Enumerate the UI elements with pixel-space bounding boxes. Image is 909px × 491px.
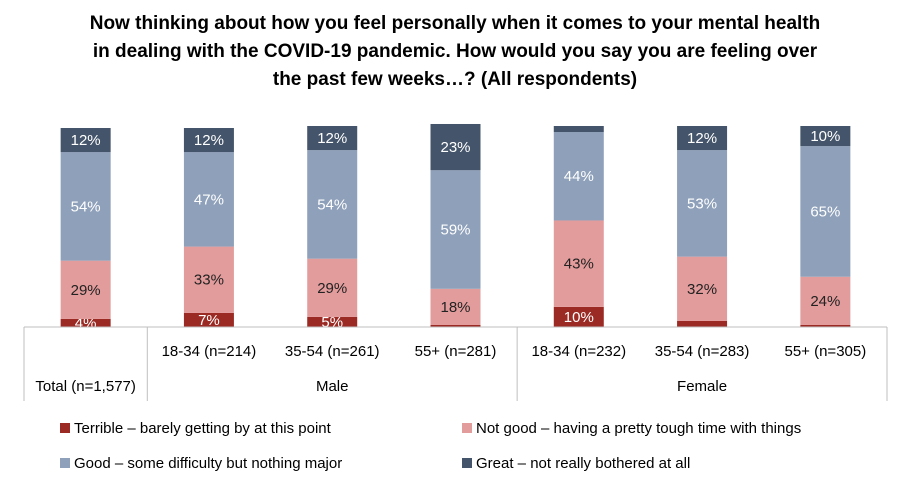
data-label: 23% [440,139,470,156]
data-label: 7% [198,312,220,329]
bar-segment [183,128,234,153]
data-label: 12% [194,132,224,149]
x-tick-label: 35-54 (n=283) [655,343,750,360]
data-label: 44% [564,168,594,185]
data-label: 65% [810,203,840,220]
x-group-label: Male [316,378,349,395]
chart-title: Now thinking about how you feel personal… [89,13,821,90]
data-label: 53% [687,195,717,212]
x-tick-label: 55+ (n=305) [784,343,866,360]
bar-segment [800,276,851,325]
legend-label: Not good – having a pretty tough time wi… [476,420,801,437]
bar-segment [800,324,851,327]
data-label: 4% [75,315,97,332]
data-label: 12% [687,130,717,147]
legend-label: Good – some difficulty but nothing major [74,455,342,472]
bar-segment [677,256,728,321]
bar-segment [183,246,234,313]
bar-segment [800,146,851,277]
legend-label: Great – not really bothered at all [476,455,690,472]
legend-swatch [462,423,472,433]
data-label: 54% [317,196,347,213]
bar-segment [60,152,111,261]
data-label: 10% [810,128,840,145]
data-label: 59% [440,221,470,238]
data-label: 47% [194,191,224,208]
data-label: 54% [71,198,101,215]
data-label: 43% [564,256,594,273]
bar-segment [60,318,111,327]
data-label: 29% [317,280,347,297]
bar-segment [183,152,234,247]
bar-segment [307,150,358,259]
bar-segment [677,150,728,257]
data-label: 24% [810,293,840,310]
bar-segment [677,126,728,151]
data-label: 18% [440,299,470,316]
x-tick-label: 55+ (n=281) [415,343,497,360]
bar-segment [307,126,358,151]
x-group-label: Female [677,378,727,395]
data-label: 12% [317,130,347,147]
legend-swatch [60,458,70,468]
legend-swatch [60,423,70,433]
bar-segment [553,220,604,307]
x-tick-label: Total (n=1,577) [35,378,135,395]
bar-segment [60,260,111,319]
x-tick-label: 18-34 (n=214) [162,343,257,360]
data-label: 32% [687,281,717,298]
bar-segment [430,324,481,327]
x-tick-label: 35-54 (n=261) [285,343,380,360]
bar-segment [553,132,604,221]
data-label: 33% [194,272,224,289]
bar-segment [183,312,234,327]
data-label: 10% [564,309,594,326]
bar-segment [430,123,481,171]
data-label: 29% [71,282,101,299]
x-tick-label: 18-34 (n=232) [531,343,626,360]
bar-segment [307,258,358,317]
bar-segment [430,288,481,325]
bar-segment [800,126,851,147]
bar-segment [677,320,728,327]
bar-segment [553,306,604,327]
data-label: 12% [71,132,101,149]
bar-segment [307,316,358,327]
bar-segment [430,170,481,289]
bar-segment [553,126,604,133]
bar-segment [60,128,111,153]
legend-label: Terrible – barely getting by at this poi… [74,420,332,437]
legend-swatch [462,458,472,468]
